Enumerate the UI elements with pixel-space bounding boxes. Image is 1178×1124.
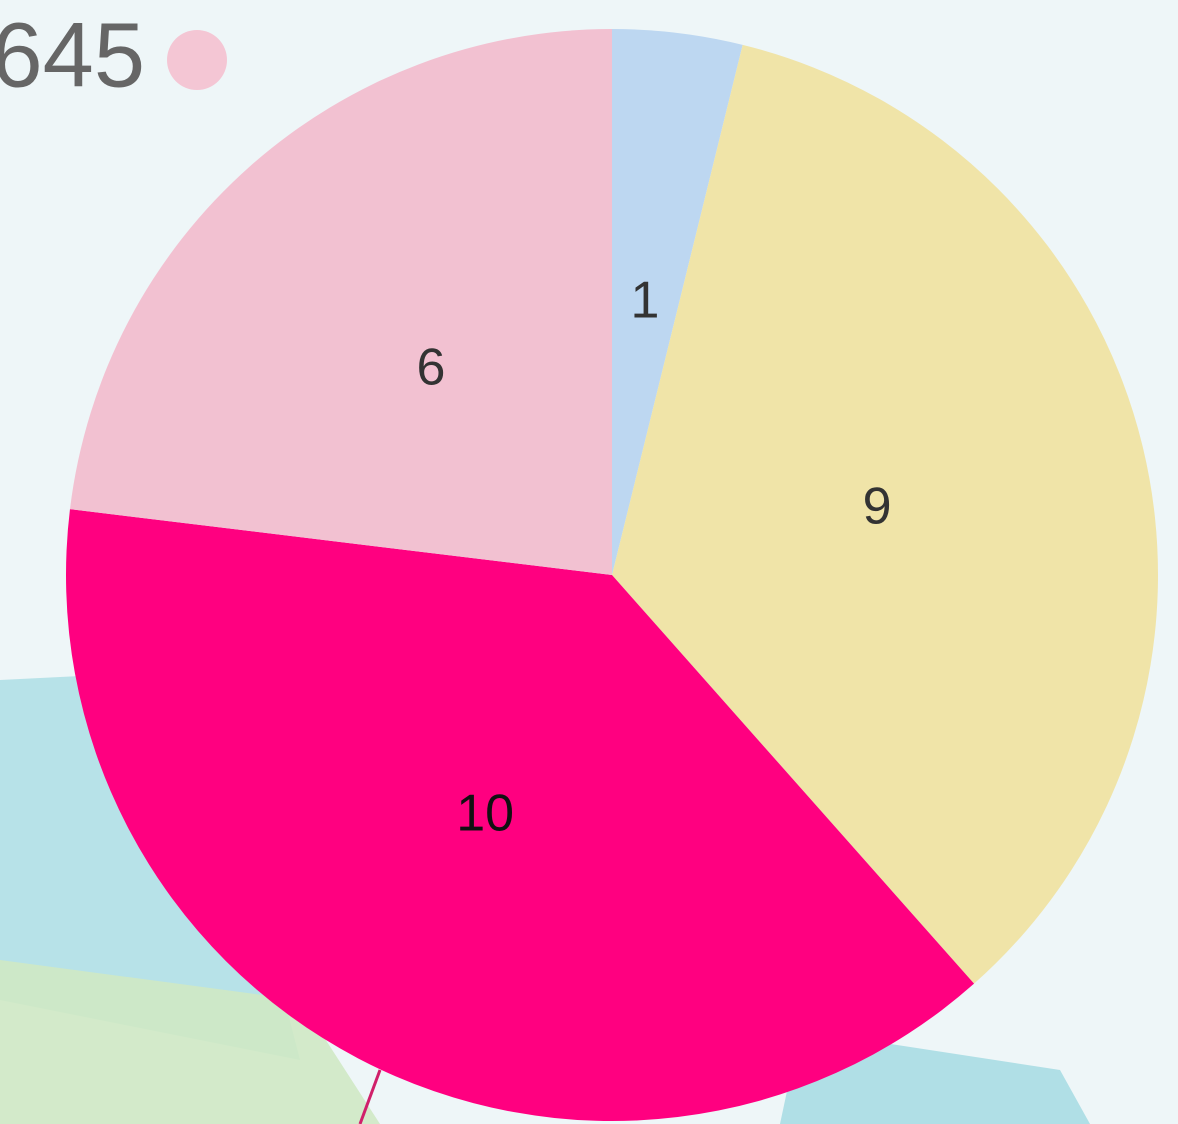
pie-slice bbox=[66, 509, 975, 1121]
annotation: 645 bbox=[0, 4, 145, 106]
decoration bbox=[358, 1069, 382, 1124]
pie-slice bbox=[612, 44, 1158, 984]
pie-slice bbox=[612, 29, 743, 575]
data-label: 10 bbox=[456, 784, 514, 842]
data-label: 9 bbox=[863, 477, 892, 535]
pie-slice bbox=[69, 29, 612, 575]
data-label: 1 bbox=[630, 272, 659, 330]
annotation-dot bbox=[167, 30, 227, 90]
data-label: 6 bbox=[417, 338, 446, 396]
